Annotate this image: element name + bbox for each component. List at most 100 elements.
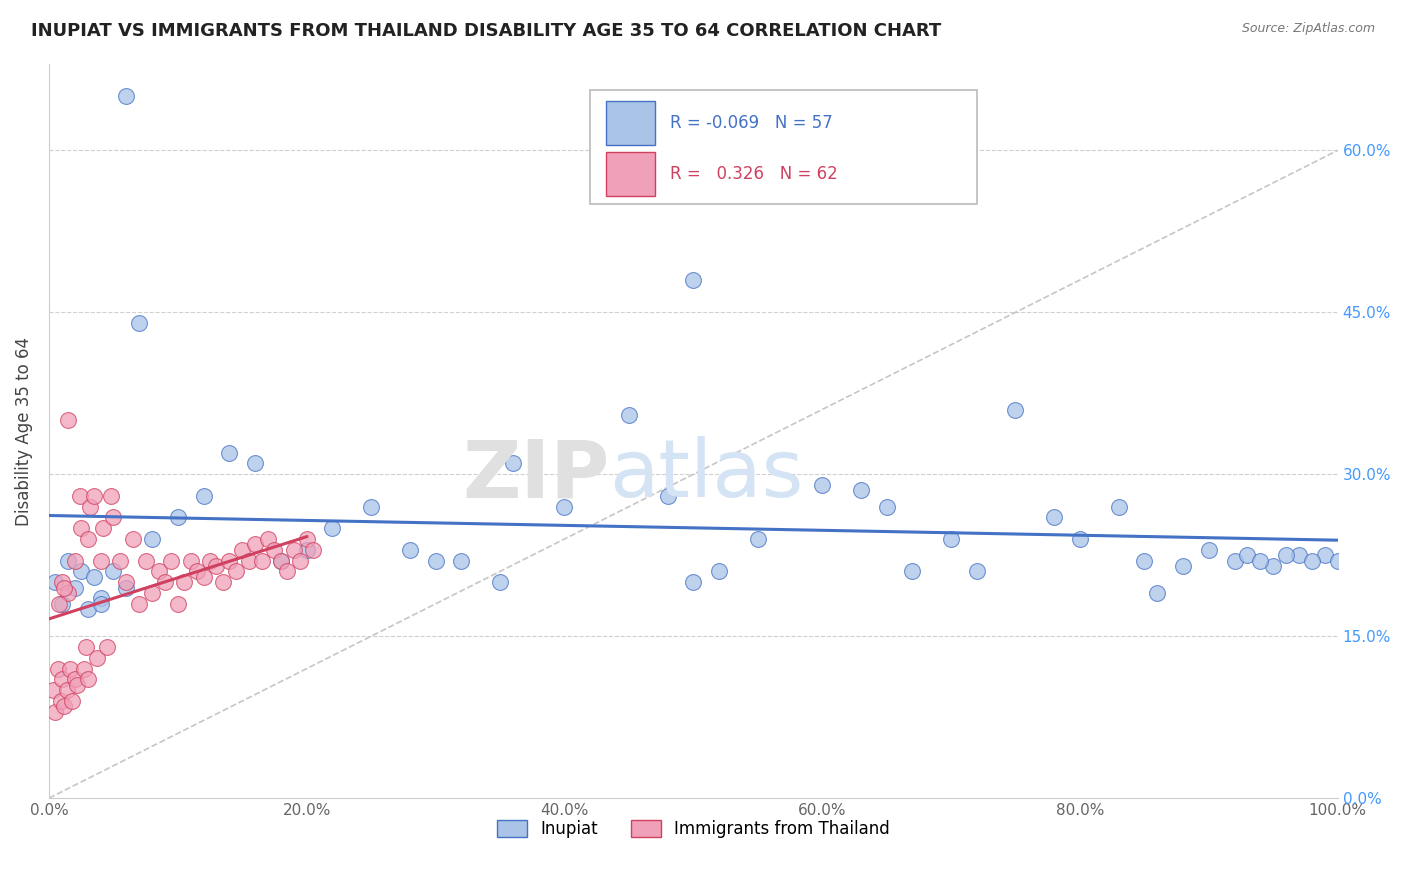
Point <box>75 640 97 654</box>
Point <box>96 640 118 654</box>
Point <box>1198 542 1220 557</box>
Point <box>83 570 105 584</box>
Point <box>115 575 138 590</box>
Point <box>747 532 769 546</box>
Point <box>1263 559 1285 574</box>
Point <box>89 554 111 568</box>
Point <box>1004 402 1026 417</box>
Point <box>166 510 188 524</box>
Point <box>69 489 91 503</box>
Point <box>321 521 343 535</box>
Point <box>1108 500 1130 514</box>
Point <box>398 542 420 557</box>
Point <box>876 500 898 514</box>
Point <box>1275 548 1298 562</box>
Point <box>63 581 86 595</box>
Point <box>53 699 76 714</box>
Point <box>89 597 111 611</box>
Point <box>58 413 80 427</box>
Point <box>1236 548 1258 562</box>
Point <box>103 565 125 579</box>
Point <box>63 673 86 687</box>
Point <box>100 489 122 503</box>
Point <box>51 575 73 590</box>
Text: INUPIAT VS IMMIGRANTS FROM THAILAND DISABILITY AGE 35 TO 64 CORRELATION CHART: INUPIAT VS IMMIGRANTS FROM THAILAND DISA… <box>31 22 941 40</box>
Point <box>103 510 125 524</box>
Point <box>270 554 292 568</box>
Point <box>58 662 80 676</box>
Point <box>1249 554 1271 568</box>
Point <box>76 602 98 616</box>
Point <box>58 586 80 600</box>
Point <box>1223 554 1246 568</box>
Point <box>243 457 266 471</box>
Point <box>173 575 195 590</box>
Point <box>901 565 924 579</box>
Point <box>79 500 101 514</box>
Point <box>70 521 93 535</box>
Point <box>51 597 73 611</box>
Point <box>193 489 215 503</box>
Point <box>276 565 298 579</box>
Point <box>939 532 962 546</box>
Point <box>502 457 524 471</box>
Text: atlas: atlas <box>610 436 804 514</box>
Point <box>128 316 150 330</box>
Point <box>231 542 253 557</box>
Point <box>553 500 575 514</box>
Point <box>218 554 240 568</box>
Point <box>811 478 834 492</box>
Point <box>46 662 69 676</box>
Point <box>1069 532 1091 546</box>
Point <box>707 565 730 579</box>
Point <box>243 537 266 551</box>
Point <box>193 570 215 584</box>
Point <box>44 575 66 590</box>
Point <box>450 554 472 568</box>
Point <box>682 273 704 287</box>
Point <box>302 542 325 557</box>
Point <box>108 554 131 568</box>
Point <box>66 678 89 692</box>
Point <box>218 446 240 460</box>
Point <box>682 575 704 590</box>
Point <box>86 650 108 665</box>
Point <box>290 554 312 568</box>
Point <box>73 662 96 676</box>
FancyBboxPatch shape <box>606 153 655 196</box>
Point <box>1146 586 1168 600</box>
Point <box>141 586 163 600</box>
Text: R = -0.069   N = 57: R = -0.069 N = 57 <box>671 114 832 132</box>
FancyBboxPatch shape <box>606 101 655 145</box>
Point <box>166 597 188 611</box>
Point <box>76 673 98 687</box>
Point <box>48 597 70 611</box>
Point <box>44 705 66 719</box>
Point <box>295 542 318 557</box>
Point <box>1326 554 1348 568</box>
Point <box>115 581 138 595</box>
Point <box>263 542 285 557</box>
Point <box>91 521 114 535</box>
Point <box>295 532 318 546</box>
Text: Source: ZipAtlas.com: Source: ZipAtlas.com <box>1241 22 1375 36</box>
FancyBboxPatch shape <box>591 90 977 203</box>
Point <box>186 565 208 579</box>
Point <box>128 597 150 611</box>
Legend: Inupiat, Immigrants from Thailand: Inupiat, Immigrants from Thailand <box>489 814 897 845</box>
Point <box>83 489 105 503</box>
Text: R =   0.326   N = 62: R = 0.326 N = 62 <box>671 165 838 183</box>
Point <box>180 554 202 568</box>
Point <box>489 575 512 590</box>
Point <box>58 554 80 568</box>
Point <box>148 565 170 579</box>
Point <box>1301 554 1323 568</box>
Point <box>270 554 292 568</box>
Point <box>115 89 138 103</box>
Point <box>51 673 73 687</box>
Point <box>42 683 65 698</box>
Point <box>160 554 183 568</box>
Point <box>56 683 79 698</box>
Point <box>425 554 447 568</box>
Point <box>89 591 111 606</box>
